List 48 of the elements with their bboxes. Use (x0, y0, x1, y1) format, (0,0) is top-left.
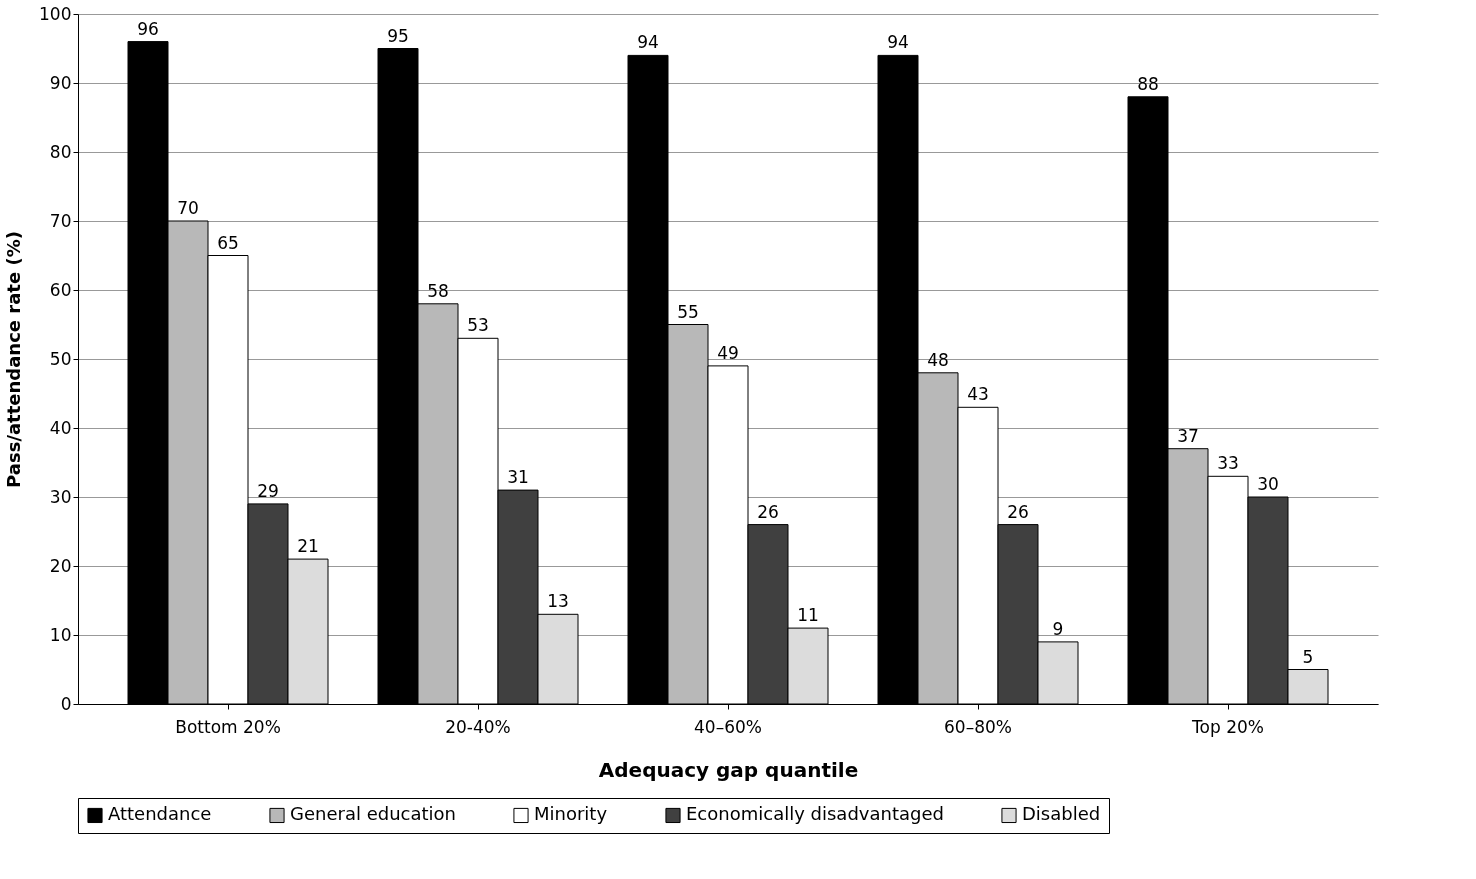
data-label: 43 (967, 384, 989, 405)
x-tick-label: 40–60% (694, 716, 762, 737)
data-label: 53 (467, 315, 489, 336)
data-label: 65 (217, 232, 239, 253)
y-tick-label: 0 (60, 693, 72, 714)
data-label: 70 (177, 198, 199, 218)
y-tick-label: 20 (49, 555, 72, 576)
legend-label: Minority (534, 803, 608, 825)
data-label: 31 (507, 467, 529, 488)
data-label: 37 (1177, 425, 1199, 446)
x-tick-label: Bottom 20% (175, 716, 281, 737)
data-label: 33 (1217, 453, 1239, 474)
data-label: 55 (677, 301, 699, 322)
legend-label: Economically disadvantaged (686, 803, 944, 825)
data-label: 95 (387, 25, 409, 46)
data-label: 49 (717, 342, 739, 363)
data-label: 58 (427, 280, 449, 301)
data-label: 94 (887, 32, 909, 53)
y-tick-label: 90 (49, 72, 72, 93)
data-label: 11 (797, 605, 819, 626)
y-tick-label: 80 (49, 141, 72, 162)
legend-label: Attendance (108, 803, 212, 825)
y-axis-title: Pass/attendance rate (%) (3, 231, 25, 488)
data-label: 94 (637, 32, 659, 53)
data-label: 21 (297, 536, 319, 557)
y-tick-label: 30 (49, 486, 72, 507)
data-label: 29 (257, 480, 279, 501)
data-label: 88 (1137, 73, 1159, 94)
data-label: 9 (1052, 618, 1064, 639)
x-tick-label: 60–80% (944, 716, 1012, 737)
y-tick-label: 40 (49, 417, 72, 438)
x-tick-label: Top 20% (1191, 716, 1264, 737)
data-label: 26 (757, 501, 779, 522)
legend-label: Disabled (1022, 803, 1101, 825)
data-label: 30 (1257, 474, 1279, 494)
data-label: 48 (927, 349, 949, 370)
y-tick-label: 50 (49, 348, 72, 369)
y-tick-label: 60 (49, 279, 72, 300)
data-label: 13 (547, 591, 569, 612)
data-label: 26 (1007, 501, 1029, 522)
legend-label: General education (290, 803, 456, 825)
x-tick-label: 20-40% (445, 716, 511, 737)
data-label: 96 (137, 18, 159, 39)
y-tick-label: 10 (49, 624, 72, 645)
y-tick-label: 100 (39, 3, 72, 24)
data-label: 5 (1302, 646, 1314, 667)
y-tick-label: 70 (49, 210, 72, 231)
x-axis-title: Adequacy gap quantile (598, 757, 859, 782)
